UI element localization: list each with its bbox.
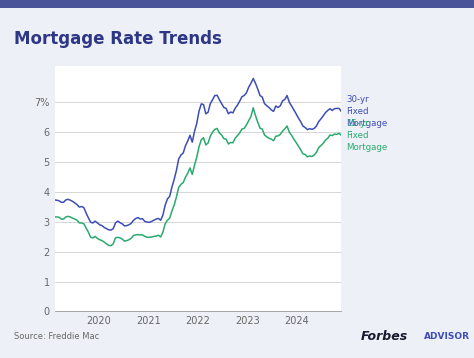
Text: 15-yr
Fixed
Mortgage: 15-yr Fixed Mortgage (346, 119, 387, 152)
Text: Mortgage Rate Trends: Mortgage Rate Trends (14, 30, 222, 48)
Bar (0, 0, 474, 8)
Text: Forbes: Forbes (360, 330, 408, 343)
Text: Source: Freddie Mac: Source: Freddie Mac (14, 332, 100, 341)
Text: ADVISOR: ADVISOR (424, 332, 470, 341)
Text: 30-yr
Fixed
Mortgage: 30-yr Fixed Mortgage (346, 95, 387, 128)
